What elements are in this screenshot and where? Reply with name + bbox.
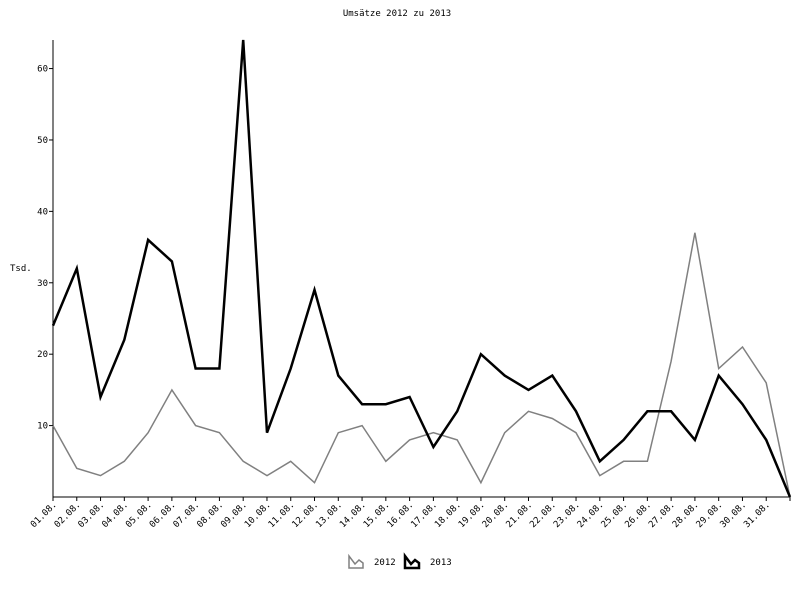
legend-label-2013: 2013 bbox=[430, 558, 452, 568]
y-tick-label: 30 bbox=[37, 279, 48, 289]
series-line-2013 bbox=[51, 39, 792, 498]
y-tick-label: 20 bbox=[37, 350, 48, 360]
legend-icon-2013 bbox=[403, 552, 421, 570]
y-tick-label: 10 bbox=[37, 422, 48, 432]
y-axis-ticks: 10 20 30 40 50 60 bbox=[37, 65, 53, 432]
chart-title: Umsätze 2012 zu 2013 bbox=[343, 9, 451, 19]
y-tick-label: 60 bbox=[37, 65, 48, 75]
x-tick-label: 31.08. bbox=[742, 500, 772, 530]
legend-label-2012: 2012 bbox=[374, 558, 396, 568]
x-axis-ticks: 01.08.02.08.03.08.04.08.05.08.06.08.07.0… bbox=[29, 497, 791, 530]
y-tick-label: 50 bbox=[37, 136, 48, 146]
legend: 2012 2013 bbox=[348, 552, 452, 570]
series-lines bbox=[51, 39, 792, 498]
y-axis-label: Tsd. bbox=[10, 264, 32, 274]
series-line-2012 bbox=[52, 232, 791, 498]
legend-icon-2012 bbox=[348, 553, 364, 569]
y-tick-label: 40 bbox=[37, 207, 48, 217]
